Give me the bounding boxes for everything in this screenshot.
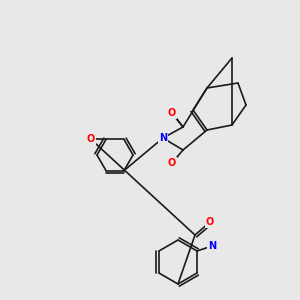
Text: O: O [87,134,95,144]
Text: O: O [168,158,176,168]
Text: N: N [159,133,167,143]
Text: N: N [208,241,216,251]
Text: O: O [168,108,176,118]
Text: O: O [206,217,214,227]
